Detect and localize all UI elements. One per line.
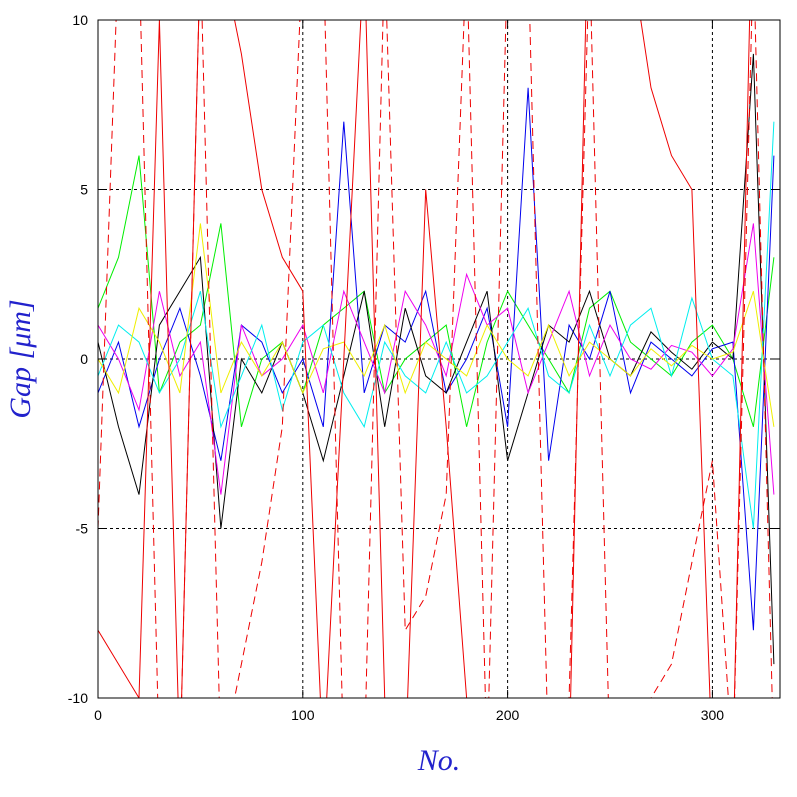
y-tick-label: 5: [80, 182, 88, 198]
x-tick-label: 0: [94, 707, 102, 723]
x-tick-label: 300: [701, 707, 725, 723]
y-tick-label: 10: [72, 12, 88, 28]
plot-lines: [98, 20, 775, 698]
data-line: [98, 223, 775, 427]
ticks: 0 100 200 300 -10 -5 0 5 10: [68, 12, 780, 723]
data-line: [98, 20, 751, 698]
y-axis-title: Gap [μm]: [4, 299, 37, 418]
x-axis-title: No.: [417, 744, 461, 777]
y-tick-label: -5: [76, 521, 89, 537]
data-line: [98, 155, 775, 427]
x-tick-label: 200: [496, 707, 520, 723]
y-tick-label: 0: [80, 351, 88, 367]
x-tick-label: 100: [291, 707, 315, 723]
data-line: [98, 20, 773, 698]
y-tick-label: -10: [68, 690, 88, 706]
